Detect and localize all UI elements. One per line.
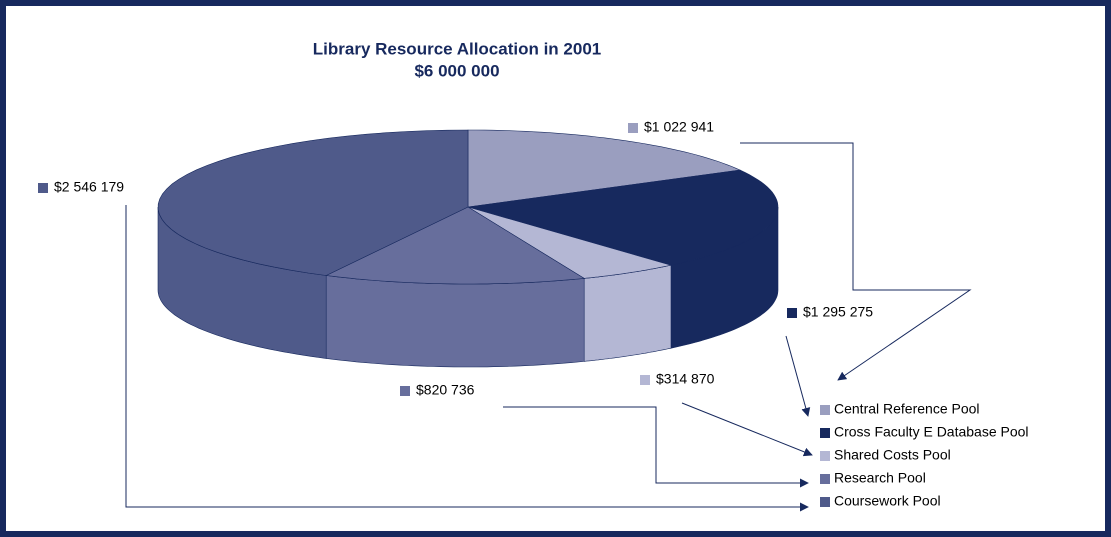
- value-label-swatch: [787, 308, 797, 318]
- value-label-swatch: [640, 375, 650, 385]
- legend-swatch: [820, 451, 830, 461]
- legend-label: Coursework Pool: [834, 493, 941, 509]
- pie-side: [583, 264, 672, 362]
- pie-slice: [467, 129, 742, 208]
- value-label-swatch: [628, 123, 638, 133]
- value-label-swatch: [38, 183, 48, 193]
- pie-slice: [325, 206, 586, 285]
- value-label: $1 295 275: [803, 304, 873, 320]
- chart-subtitle: $6 000 000: [414, 61, 499, 80]
- chart-title: Library Resource Allocation in 2001: [313, 39, 601, 58]
- legend-swatch: [820, 474, 830, 484]
- legend-label: Research Pool: [834, 470, 926, 486]
- pie-slice: [157, 129, 469, 276]
- legend-swatch: [820, 428, 830, 438]
- connectors: [125, 142, 972, 512]
- value-label-swatch: [400, 386, 410, 396]
- value-label: $820 736: [416, 382, 475, 398]
- legend-label: Cross Faculty E Database Pool: [834, 424, 1029, 440]
- value-label: $1 022 941: [644, 119, 714, 135]
- pie-slice: [467, 206, 672, 279]
- legend-swatch: [820, 497, 830, 507]
- value-label: $2 546 179: [54, 179, 124, 195]
- pie-side: [325, 275, 585, 368]
- value-label: $314 870: [656, 371, 715, 387]
- pie-slice: [467, 169, 779, 266]
- legend-label: Shared Costs Pool: [834, 447, 951, 463]
- legend-swatch: [820, 405, 830, 415]
- legend-label: Central Reference Pool: [834, 401, 980, 417]
